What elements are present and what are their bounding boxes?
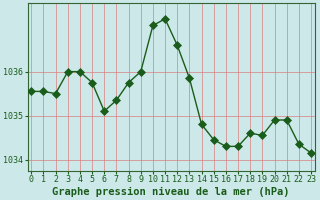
X-axis label: Graphe pression niveau de la mer (hPa): Graphe pression niveau de la mer (hPa) [52, 186, 290, 197]
